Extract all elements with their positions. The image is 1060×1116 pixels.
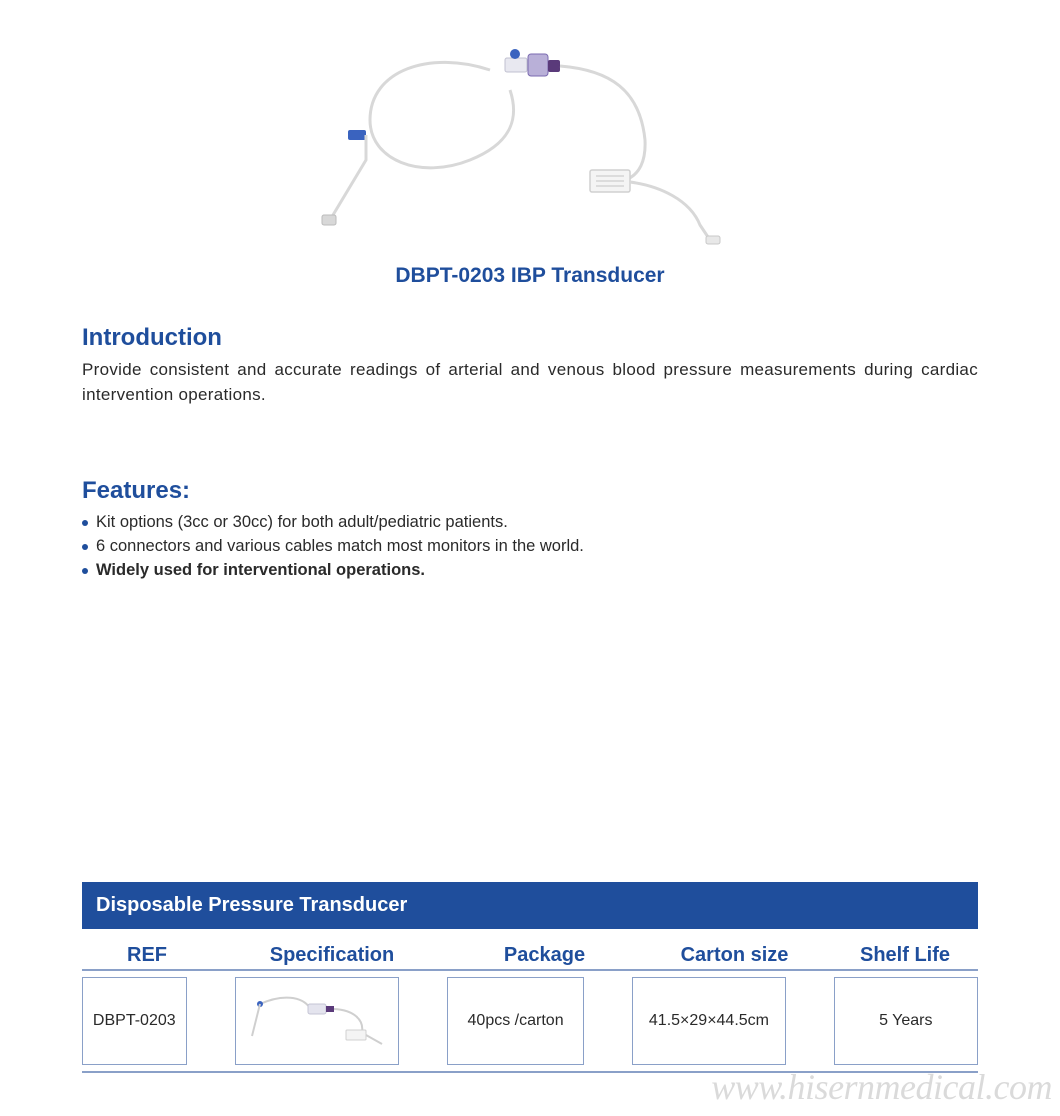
td-carton: 41.5×29×44.5cm	[632, 977, 785, 1065]
feature-item: Kit options (3cc or 30cc) for both adult…	[82, 511, 978, 535]
table-header-row: REF Specification Package Carton size Sh…	[82, 929, 978, 971]
th-ref: REF	[82, 944, 212, 967]
th-carton: Carton size	[637, 944, 832, 967]
td-pkg: 40pcs /carton	[447, 977, 584, 1065]
feature-item: 6 connectors and various cables match mo…	[82, 535, 978, 559]
product-title: DBPT-0203 IBP Transducer	[82, 264, 978, 288]
ibp-transducer-illustration	[310, 30, 750, 250]
table-title: Disposable Pressure Transducer	[82, 882, 978, 929]
td-ref: DBPT-0203	[82, 977, 187, 1065]
product-image	[82, 20, 978, 260]
feature-item: Widely used for interventional operation…	[82, 559, 978, 583]
th-pkg: Package	[452, 944, 637, 967]
spec-table: Disposable Pressure Transducer REF Speci…	[82, 882, 978, 1073]
introduction-body: Provide consistent and accurate readings…	[82, 358, 978, 407]
spec-thumbnail-icon	[242, 986, 392, 1056]
table-row: DBPT-0203 40pcs /carton 41.5×29×44.5cm 5…	[82, 971, 978, 1073]
td-shelf: 5 Years	[834, 977, 978, 1065]
features-list: Kit options (3cc or 30cc) for both adult…	[82, 511, 978, 583]
features-heading: Features:	[82, 477, 978, 505]
introduction-heading: Introduction	[82, 324, 978, 352]
td-spec	[235, 977, 399, 1065]
th-spec: Specification	[212, 944, 452, 967]
th-shelf: Shelf Life	[832, 944, 978, 967]
